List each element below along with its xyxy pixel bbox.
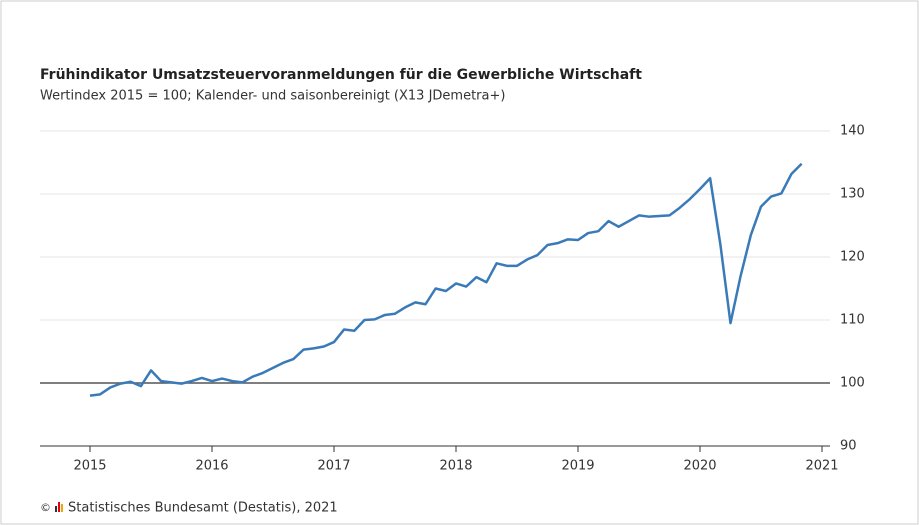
x-tick-label: 2020 xyxy=(683,459,716,474)
x-tick-label: 2021 xyxy=(805,459,838,474)
line xyxy=(89,162,803,397)
y-tick-label: 120 xyxy=(840,250,865,265)
chart-title: Frühindikator Umsatzsteuervoranmeldungen… xyxy=(40,67,642,83)
chart-subtitle: Wertindex 2015 = 100; Kalender- und sais… xyxy=(40,89,505,104)
copyright: © xyxy=(40,501,51,514)
x-tick-label: 2019 xyxy=(561,459,594,474)
y-tick-label: 90 xyxy=(840,439,857,454)
y-tick-label: 110 xyxy=(840,313,865,328)
y-tick-label: 140 xyxy=(840,124,865,139)
x-tick-label: 2018 xyxy=(439,459,472,474)
x-tick-label: 2015 xyxy=(73,459,106,474)
x-tick-label: 2017 xyxy=(317,459,350,474)
logo xyxy=(55,502,63,512)
y-tick-label: 100 xyxy=(840,376,865,391)
x-tick-label: 2016 xyxy=(195,459,228,474)
y-tick-label: 130 xyxy=(840,187,865,202)
source: Statistisches Bundesamt (Destatis), 2021 xyxy=(68,501,338,516)
